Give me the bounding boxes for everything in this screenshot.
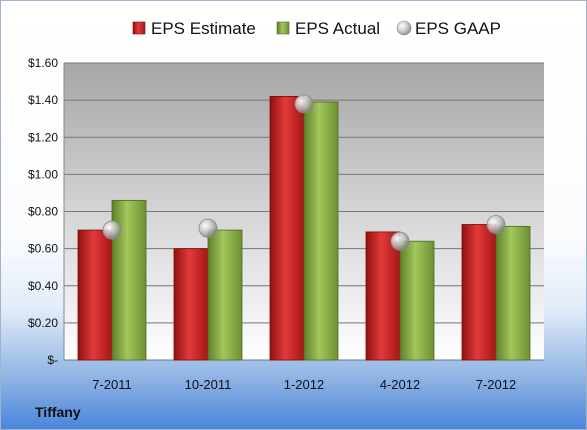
legend: EPS Estimate EPS Actual EPS GAAP: [132, 19, 501, 38]
point-eps-gaap-7-2011: [102, 220, 122, 240]
legend-label-eps-gaap: EPS GAAP: [415, 19, 501, 38]
legend-swatch-eps-actual: [276, 21, 290, 35]
y-tick-label: $0.80: [28, 205, 58, 219]
y-tick-label: $1.00: [28, 167, 58, 181]
legend-label-eps-actual: EPS Actual: [295, 19, 380, 38]
y-tick-label: $0.20: [28, 316, 58, 330]
gaap-markers: [102, 94, 506, 251]
x-tick-label: 4-2012: [380, 377, 420, 392]
bar-eps-actual-10-2011: [207, 229, 243, 361]
legend-swatch-eps-gaap: [396, 20, 412, 36]
y-tick-label: $0.40: [28, 279, 58, 293]
y-tick-label: $1.60: [28, 56, 58, 70]
bar-eps-estimate-7-2011: [77, 229, 113, 361]
y-tick-label: $1.40: [28, 93, 58, 107]
y-tick-label: $-: [47, 353, 58, 367]
y-axis-ticks: $- $0.20 $0.40 $0.60 $0.80 $1.00 $1.20 $1.40 $1.…: [28, 56, 58, 367]
bar-eps-actual-1-2012: [303, 101, 339, 361]
bar-eps-actual-7-2012: [495, 225, 531, 361]
bar-eps-estimate-1-2012: [269, 96, 305, 361]
company-label: Tiffany: [35, 404, 81, 420]
point-eps-gaap-4-2012: [390, 231, 410, 251]
legend-label-eps-estimate: EPS Estimate: [151, 19, 256, 38]
x-tick-label: 1-2012: [284, 377, 324, 392]
point-eps-gaap-1-2012: [294, 94, 314, 114]
x-tick-label: 10-2011: [185, 377, 232, 392]
y-tick-label: $1.20: [28, 130, 58, 144]
x-axis-labels: 7-2011 10-2011 1-2012 4-2012 7-2012: [92, 377, 516, 392]
point-eps-gaap-7-2012: [486, 215, 506, 234]
bar-eps-estimate-10-2011: [173, 248, 209, 361]
point-eps-gaap-10-2011: [198, 218, 218, 238]
bar-eps-estimate-4-2012: [365, 231, 401, 361]
x-tick-label: 7-2011: [92, 377, 132, 392]
x-tick-label: 7-2012: [476, 377, 516, 392]
bar-eps-actual-4-2012: [399, 240, 435, 361]
y-tick-label: $0.60: [28, 242, 58, 256]
bar-eps-estimate-7-2012: [461, 224, 497, 361]
legend-swatch-eps-estimate: [132, 21, 146, 35]
